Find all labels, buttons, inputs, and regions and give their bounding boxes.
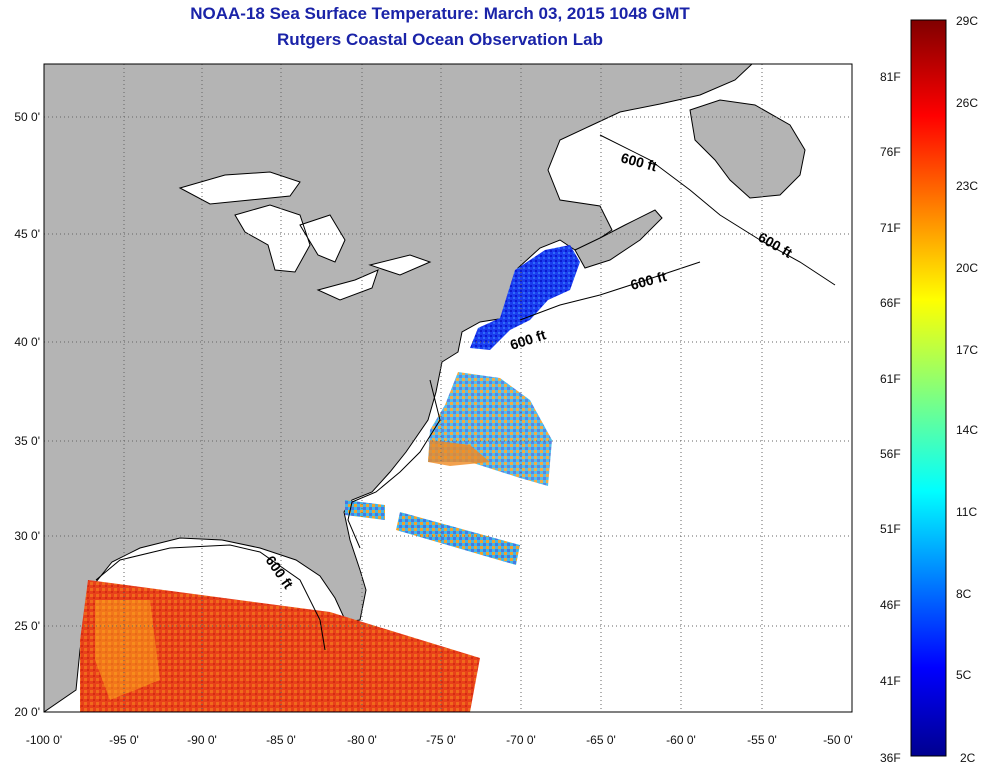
- map-frame: [43, 63, 853, 713]
- lon-axis: -100 0' -95 0' -90 0' -85 0' -80 0' -75 …: [26, 733, 853, 747]
- sst-swath-south: [345, 500, 520, 565]
- colorbar-label-f: 76F: [880, 145, 901, 159]
- colorbar-label-f: 51F: [880, 522, 901, 536]
- lon-tick: -95 0': [109, 733, 139, 747]
- colorbar-label-f: 56F: [880, 447, 901, 461]
- lat-tick: 25 0': [14, 619, 40, 633]
- lat-tick: 35 0': [14, 434, 40, 448]
- colorbar-label-c: 26C: [956, 96, 978, 110]
- map-subtitle: Rutgers Coastal Ocean Observation Lab: [277, 30, 603, 49]
- sst-swath-warm-patch: [428, 440, 490, 466]
- sst-swath-gulf-inner: [95, 600, 160, 700]
- lon-tick: -55 0': [747, 733, 777, 747]
- sst-swath-northeast: [470, 245, 580, 350]
- lat-tick: 45 0': [14, 227, 40, 241]
- colorbar-label-c: 8C: [956, 587, 972, 601]
- colorbar-celsius-labels: 29C 26C 23C 20C 17C 14C 11C 8C 5C 2C: [956, 14, 978, 765]
- sst-swath-gulf: [80, 580, 480, 712]
- colorbar-label-c: 2C: [960, 751, 976, 765]
- map-grid: [44, 64, 852, 712]
- colorbar-label-f: 81F: [880, 70, 901, 84]
- lon-tick: -80 0': [347, 733, 377, 747]
- lon-tick: -70 0': [506, 733, 536, 747]
- colorbar-label-c: 17C: [956, 343, 978, 357]
- colorbar-label-c: 23C: [956, 179, 978, 193]
- lon-tick: -50 0': [823, 733, 853, 747]
- colorbar-label-f: 46F: [880, 598, 901, 612]
- lon-tick: -60 0': [666, 733, 696, 747]
- great-lakes: [178, 171, 432, 301]
- colorbar-label-c: 14C: [956, 423, 978, 437]
- colorbar-label-c: 5C: [956, 668, 972, 682]
- lat-tick: 50 0': [14, 110, 40, 124]
- lat-tick: 40 0': [14, 335, 40, 349]
- colorbar: [910, 19, 947, 757]
- lon-tick: -90 0': [187, 733, 217, 747]
- colorbar-label-f: 36F: [880, 751, 901, 765]
- land-newfoundland: [689, 99, 806, 199]
- colorbar-label-c: 29C: [956, 14, 978, 28]
- colorbar-label-f: 66F: [880, 296, 901, 310]
- lat-axis: 50 0' 45 0' 40 0' 35 0' 30 0' 25 0' 20 0…: [14, 110, 40, 719]
- map-title: NOAA-18 Sea Surface Temperature: March 0…: [190, 4, 690, 23]
- lon-tick: -85 0': [266, 733, 296, 747]
- lon-tick: -65 0': [586, 733, 616, 747]
- colorbar-label-c: 20C: [956, 261, 978, 275]
- colorbar-label-f: 61F: [880, 372, 901, 386]
- colorbar-label-c: 11C: [956, 505, 977, 519]
- lat-tick: 20 0': [14, 705, 40, 719]
- colorbar-fahrenheit-labels: 81F 76F 71F 66F 61F 56F 51F 46F 41F 36F: [880, 70, 901, 765]
- colorbar-label-f: 41F: [880, 674, 901, 688]
- lat-tick: 30 0': [14, 529, 40, 543]
- lon-tick: -75 0': [426, 733, 456, 747]
- isobath-600ft: [95, 134, 836, 651]
- colorbar-label-f: 71F: [880, 221, 901, 235]
- land-north-america: [44, 64, 753, 712]
- lon-tick: -100 0': [26, 733, 62, 747]
